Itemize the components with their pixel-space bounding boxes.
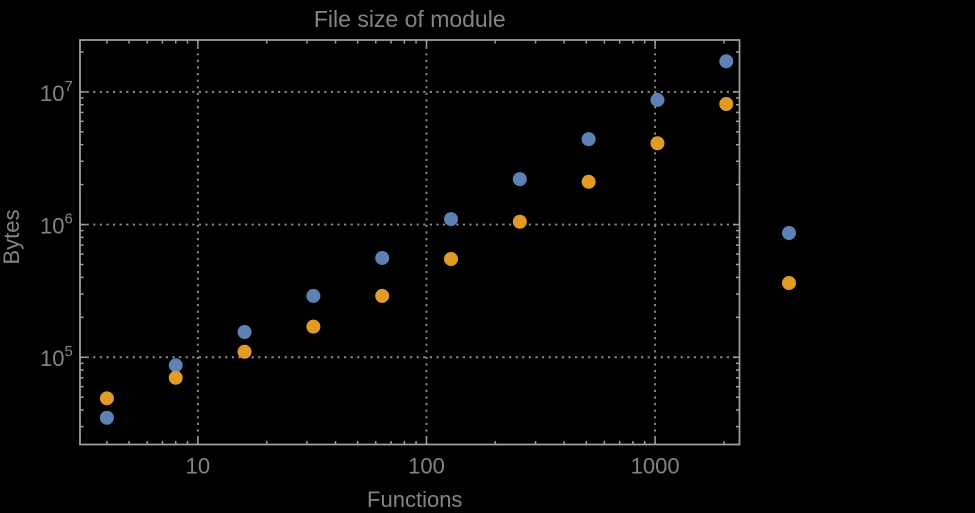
x-tick-label-100: 100 bbox=[408, 454, 445, 479]
y-tick-labels: 105 106 107 bbox=[40, 78, 73, 371]
point-series-orange-x2048 bbox=[719, 97, 734, 112]
point-series-blue-x512 bbox=[581, 132, 596, 147]
x-tick-label-1000: 1000 bbox=[631, 454, 680, 479]
gridlines bbox=[80, 40, 740, 445]
legend-marker-blue bbox=[782, 226, 796, 240]
y-tick-label-10e5: 105 bbox=[40, 343, 73, 371]
point-series-orange-x128 bbox=[444, 252, 459, 267]
point-series-blue-x128 bbox=[444, 212, 459, 227]
legend bbox=[782, 226, 796, 290]
point-series-orange-x4 bbox=[99, 391, 114, 406]
point-series-blue-x32 bbox=[306, 288, 321, 303]
y-tick-label-10e7: 107 bbox=[40, 78, 73, 106]
point-series-orange-x512 bbox=[581, 174, 596, 189]
chart-title: File size of module bbox=[314, 6, 506, 32]
x-tick-label-10: 10 bbox=[186, 454, 210, 479]
point-series-blue-x4 bbox=[99, 410, 114, 425]
point-series-orange-x1024 bbox=[650, 136, 665, 151]
data-points bbox=[99, 54, 734, 425]
point-series-blue-x16 bbox=[237, 324, 252, 339]
point-series-orange-x64 bbox=[375, 288, 390, 303]
point-series-blue-x8 bbox=[168, 358, 183, 373]
y-axis-label: Bytes bbox=[0, 209, 24, 264]
x-axis-label: Functions bbox=[367, 487, 462, 512]
axis-ticks bbox=[80, 40, 740, 445]
y-tick-label-10e6: 106 bbox=[40, 211, 73, 239]
point-series-orange-x256 bbox=[512, 214, 527, 229]
point-series-blue-x256 bbox=[512, 172, 527, 187]
point-series-blue-x1024 bbox=[650, 92, 665, 107]
point-series-orange-x16 bbox=[237, 344, 252, 359]
point-series-blue-x2048 bbox=[719, 54, 734, 69]
point-series-orange-x32 bbox=[306, 319, 321, 334]
plot-frame bbox=[79, 39, 741, 446]
x-tick-labels: 10 100 1000 bbox=[186, 454, 680, 479]
legend-marker-orange bbox=[782, 276, 796, 290]
point-series-orange-x8 bbox=[168, 370, 183, 385]
point-series-blue-x64 bbox=[375, 250, 390, 265]
